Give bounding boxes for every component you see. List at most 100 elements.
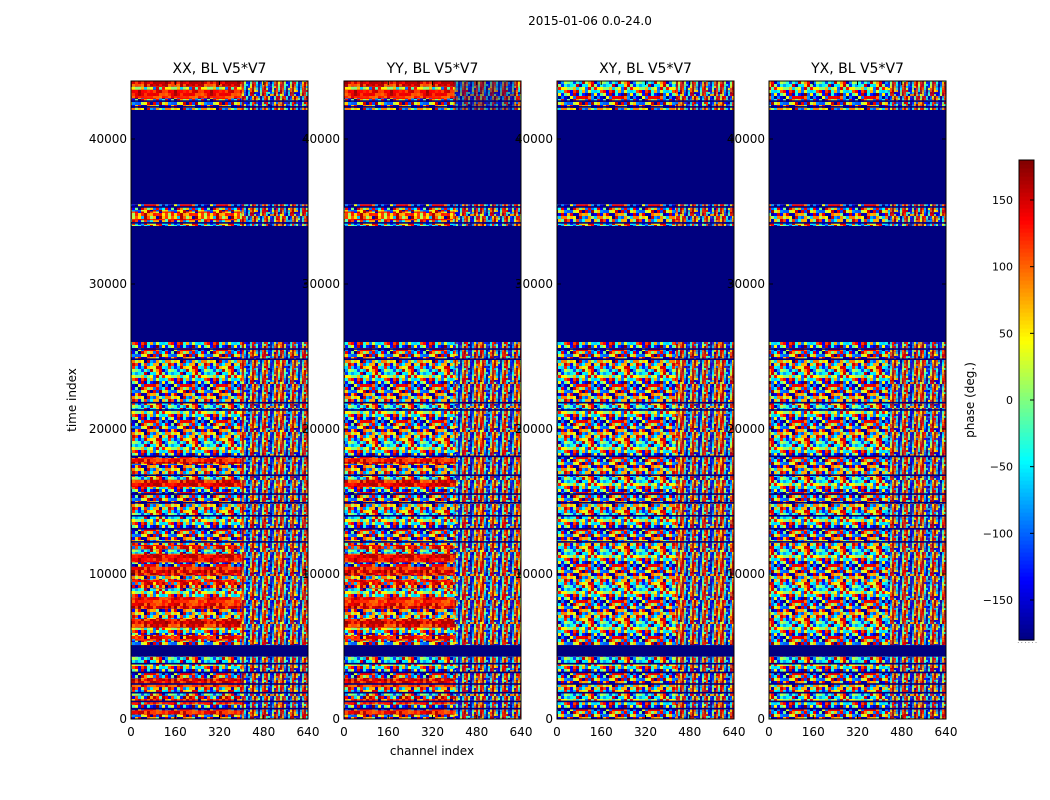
phase-band-10 <box>131 678 242 688</box>
colorbar-segment <box>1019 184 1034 189</box>
x-tick-label: 480 <box>465 725 488 739</box>
flag-row-19 <box>344 106 521 108</box>
colorbar-segment <box>1019 552 1034 557</box>
colorbar-segment <box>1019 492 1034 497</box>
flag-row-7 <box>131 528 308 530</box>
y-tick-label: 40000 <box>89 132 127 146</box>
phase-band-4 <box>344 566 455 576</box>
x-tick-label: 640 <box>935 725 958 739</box>
flag-row-9 <box>344 501 521 504</box>
phase-band-11 <box>344 710 455 715</box>
colorbar-segment <box>1019 444 1034 449</box>
x-tick-label: 0 <box>127 725 135 739</box>
colorbar-segment <box>1019 524 1034 529</box>
flag-row-2 <box>131 691 308 694</box>
flag-row-0 <box>344 707 521 710</box>
colorbar-segment <box>1019 388 1034 393</box>
panel-title: YX, BL V5*V7 <box>810 61 904 77</box>
flag-row-18 <box>557 206 734 208</box>
fringe-region-0 <box>675 656 734 719</box>
colorbar-segment <box>1019 272 1034 277</box>
phase-band-1 <box>131 618 242 628</box>
fringe-region-3 <box>454 81 521 110</box>
colorbar-segment <box>1019 344 1034 349</box>
flag-row-19 <box>557 106 734 108</box>
colorbar-tick-label: 0 <box>1006 394 1013 407</box>
fringe-region-2 <box>241 204 308 226</box>
fringe-region-0 <box>454 656 521 719</box>
x-tick-label: 320 <box>846 725 869 739</box>
colorbar-segment <box>1019 208 1034 213</box>
y-tick-label: 40000 <box>727 132 765 146</box>
colorbar-segment <box>1019 284 1034 289</box>
flag-row-10 <box>131 493 308 495</box>
colorbar-tick-label: 150 <box>992 194 1013 207</box>
colorbar-segment <box>1019 244 1034 249</box>
fringe-region-3 <box>241 81 308 110</box>
colorbar-segment <box>1019 504 1034 509</box>
flag-row-3 <box>344 683 521 685</box>
phase-band-0 <box>131 634 242 641</box>
x-tick-label: 640 <box>723 725 746 739</box>
flag-row-15 <box>131 358 308 360</box>
y-tick-label: 20000 <box>515 422 553 436</box>
flag-row-18 <box>344 206 521 208</box>
colorbar-segment <box>1019 256 1034 261</box>
flag-row-4 <box>344 671 521 674</box>
x-tick-label: 640 <box>510 725 533 739</box>
flag-row-13 <box>769 409 946 411</box>
colorbar-segment <box>1019 456 1034 461</box>
colorbar-segment <box>1019 612 1034 617</box>
colorbar-segment <box>1019 596 1034 601</box>
phase-band-3 <box>344 579 455 589</box>
flag-row-4 <box>769 671 946 674</box>
colorbar-segment <box>1019 528 1034 533</box>
flag-row-19 <box>131 106 308 108</box>
y-tick-label: 0 <box>757 712 765 726</box>
phase-band-12 <box>344 211 455 221</box>
flag-row-16 <box>557 348 734 350</box>
panel-1: XX, BL V5*V7 0 160 320 480 640 0 10000 20000 3000… <box>89 61 320 739</box>
colorbar-segment <box>1019 424 1034 429</box>
flag-row-6 <box>344 541 521 543</box>
flag-row-20 <box>344 100 521 102</box>
colorbar-segment <box>1019 248 1034 253</box>
flag-row-10 <box>344 493 521 495</box>
phase-band-0 <box>344 634 455 641</box>
flag-row-0 <box>557 707 734 710</box>
x-tick-label: 640 <box>297 725 320 739</box>
flag-row-5 <box>769 662 946 665</box>
colorbar-segment <box>1019 448 1034 453</box>
colorbar-segment <box>1019 632 1034 637</box>
y-axis-label: time index <box>65 368 79 432</box>
colorbar-tick-label: 50 <box>999 327 1013 340</box>
flag-row-4 <box>131 671 308 674</box>
colorbar-segment <box>1019 332 1034 337</box>
colorbar-segment <box>1019 548 1034 553</box>
flag-row-6 <box>131 541 308 543</box>
phase-band-10 <box>344 678 455 688</box>
colorbar-segment <box>1019 252 1034 257</box>
masked-region-2 <box>557 110 734 205</box>
y-tick-label: 30000 <box>727 277 765 291</box>
flag-row-5 <box>557 662 734 665</box>
x-tick-label: 320 <box>421 725 444 739</box>
x-tick-label: 0 <box>765 725 773 739</box>
colorbar-segment <box>1019 484 1034 489</box>
flag-row-16 <box>344 348 521 350</box>
colorbar-segment <box>1019 520 1034 525</box>
flag-row-15 <box>344 358 521 360</box>
masked-region-0 <box>344 645 521 657</box>
y-tick-label: 0 <box>119 712 127 726</box>
colorbar-segment <box>1019 324 1034 329</box>
x-tick-label: 480 <box>890 725 913 739</box>
colorbar-segment <box>1019 600 1034 605</box>
colorbar-segment <box>1019 360 1034 365</box>
colorbar-segment <box>1019 204 1034 209</box>
colorbar-segment <box>1019 568 1034 573</box>
y-tick-label: 0 <box>545 712 553 726</box>
colorbar-segment <box>1019 460 1034 465</box>
flag-row-17 <box>131 222 308 224</box>
phase-band-2 <box>344 597 455 609</box>
flag-row-11 <box>769 474 946 476</box>
